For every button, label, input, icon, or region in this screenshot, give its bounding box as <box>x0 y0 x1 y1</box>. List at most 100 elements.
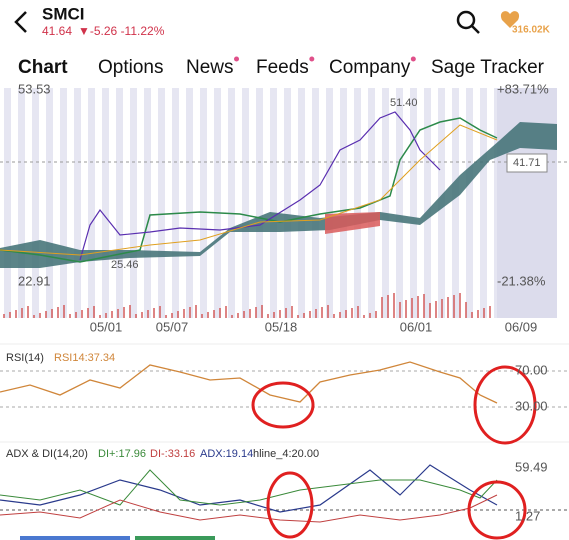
tab[interactable]: Feeds <box>256 57 309 78</box>
stripe <box>256 88 263 318</box>
volume-bar <box>465 302 467 318</box>
volume-bar <box>225 306 227 318</box>
circle <box>467 480 527 540</box>
stripe <box>396 88 403 318</box>
volume-bar <box>375 311 377 318</box>
tab[interactable]: Sage Tracker <box>431 57 545 78</box>
volume-bar <box>117 309 119 318</box>
adx-upper: 59.49 <box>515 459 548 474</box>
di-plus-line <box>0 469 498 506</box>
stripe <box>186 88 193 318</box>
stripe <box>382 88 389 318</box>
scroll-bar <box>135 536 215 540</box>
stripe <box>284 88 291 318</box>
follow-icon[interactable] <box>500 11 520 28</box>
stripe <box>466 88 473 318</box>
back-button[interactable] <box>14 11 27 33</box>
stripe <box>214 88 221 318</box>
volume-bar <box>429 303 431 318</box>
low-label: 25.46 <box>111 259 139 271</box>
date-label: 05/07 <box>156 319 189 334</box>
volume-bar <box>453 295 455 318</box>
volume-bar <box>177 311 179 318</box>
stripe <box>32 88 39 318</box>
adx-value: ADX:19.14 <box>200 448 253 460</box>
volume-bar <box>63 305 65 318</box>
notification-dot <box>309 56 315 62</box>
stripe <box>410 88 417 318</box>
volume-bar <box>213 310 215 318</box>
last-price: 41.71 <box>513 157 541 169</box>
stripe <box>172 88 179 318</box>
stripe <box>144 88 151 318</box>
volume-bar <box>273 312 275 318</box>
volume-bar <box>15 310 17 318</box>
stripe <box>130 88 137 318</box>
price: 41.64 <box>42 24 72 38</box>
rsi-upper: 70.00 <box>515 362 548 377</box>
volume-bar <box>255 307 257 318</box>
stripe <box>88 88 95 318</box>
volume-bar <box>333 314 335 318</box>
volume-bar <box>9 312 11 318</box>
date-label: 05/01 <box>90 319 123 334</box>
circle <box>251 381 315 429</box>
stripe <box>158 88 165 318</box>
volume-bar <box>57 307 59 318</box>
tab[interactable]: Company <box>329 57 411 78</box>
volume-bar <box>39 313 41 318</box>
di-plus: DI+:17.96 <box>98 448 146 460</box>
tab[interactable]: Options <box>98 57 163 78</box>
search-icon <box>456 10 476 30</box>
stripe <box>18 88 25 318</box>
volume-bar <box>471 312 473 318</box>
volume-bar <box>309 311 311 318</box>
volume-bar <box>267 314 269 318</box>
volume-bar <box>123 307 125 318</box>
stripe <box>354 88 361 318</box>
volume-bar <box>171 313 173 318</box>
rsi-lower: 30.00 <box>515 398 548 413</box>
volume-bar <box>243 311 245 318</box>
volume-bar <box>21 308 23 318</box>
volume-bar <box>183 309 185 318</box>
volume-bar <box>141 312 143 318</box>
volume-bar <box>339 312 341 318</box>
stripe <box>74 88 81 318</box>
volume-bar <box>357 306 359 318</box>
volume-bar <box>81 310 83 318</box>
volume-bar <box>135 314 137 318</box>
stripe <box>200 88 207 318</box>
volume-bar <box>285 308 287 318</box>
stripe <box>326 88 333 318</box>
volume-bar <box>315 309 317 318</box>
volume-bar <box>321 307 323 318</box>
notification-dot <box>234 56 240 62</box>
rsi-value: RSI14:37.34 <box>54 352 115 364</box>
volume-bar <box>387 295 389 318</box>
stripe <box>102 88 109 318</box>
tab[interactable]: Chart <box>18 57 68 78</box>
volume-bar <box>261 305 263 318</box>
volume-bar <box>327 305 329 318</box>
di-minus: DI-:33.16 <box>150 448 195 460</box>
volume-bar <box>363 315 365 318</box>
volume-bar <box>411 298 413 318</box>
volume-bar <box>435 301 437 318</box>
search-button[interactable] <box>456 10 480 34</box>
tab[interactable]: News <box>186 57 234 78</box>
date-label: 06/01 <box>400 319 433 334</box>
adx-lower: 1.27 <box>515 508 540 523</box>
volume-bar <box>93 306 95 318</box>
axis-label: -21.38% <box>497 273 546 288</box>
volume-bar <box>441 299 443 318</box>
tab-bar: Chart Options News Feeds Company Sage Tracker <box>18 56 545 78</box>
volume-bar <box>459 293 461 318</box>
date-axis: 05/01 05/07 05/18 06/01 06/09 <box>90 319 538 334</box>
volume-bar <box>165 315 167 318</box>
volume-bar <box>369 313 371 318</box>
date-label: 06/09 <box>505 319 538 334</box>
price-tag <box>506 153 548 173</box>
price-change: ▼-5.26 -11.22% <box>78 24 165 38</box>
